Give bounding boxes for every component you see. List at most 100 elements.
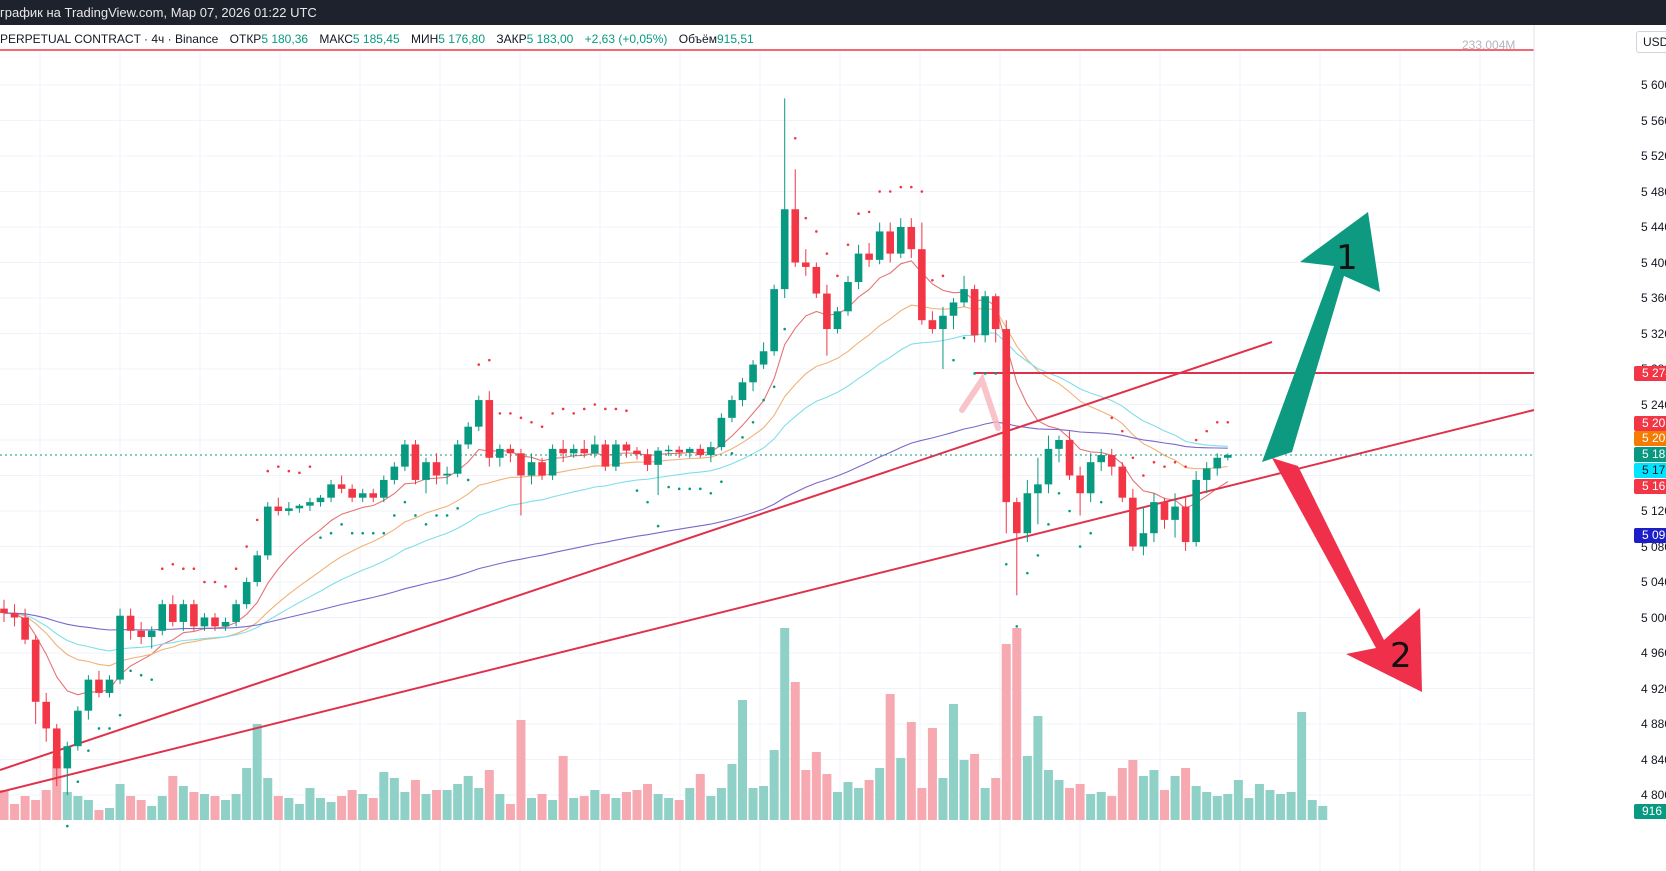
volume-bar — [1001, 644, 1011, 820]
candle-body — [1181, 506, 1190, 543]
candle-body — [0, 608, 8, 614]
sar-dot — [920, 190, 924, 193]
volume-bar — [1265, 790, 1275, 820]
volume-bar — [1054, 780, 1064, 820]
candle-body — [285, 508, 293, 511]
volume-total: 233.004M — [1462, 38, 1516, 52]
sar-dot — [435, 514, 438, 517]
candle-body — [496, 448, 504, 458]
candle-body — [200, 617, 209, 627]
sar-dot — [551, 412, 554, 415]
close-label: ЗАКР — [496, 32, 527, 46]
sar-dot — [741, 436, 744, 439]
sar-dot — [677, 487, 681, 491]
price-tick: 5 040 — [1641, 575, 1666, 589]
volume-bar — [252, 724, 262, 820]
volume-bar — [674, 800, 684, 820]
sar-dot — [931, 278, 934, 282]
sar-dot — [361, 531, 365, 535]
candle-body — [928, 320, 937, 330]
candle-body — [52, 728, 61, 769]
volume-bar — [484, 770, 494, 820]
sar-dot — [846, 243, 850, 247]
sar-dot — [108, 727, 111, 730]
candle-body — [991, 296, 1000, 330]
volume-bar — [1170, 776, 1180, 820]
sar-dot — [245, 545, 248, 548]
volume-bar — [906, 722, 916, 820]
candle-body — [42, 701, 50, 729]
candle-body — [358, 493, 367, 498]
candle-body — [169, 604, 177, 622]
volume-bar — [790, 682, 800, 820]
candle-body — [401, 444, 409, 467]
volume-bar — [1297, 712, 1307, 820]
sar-dot — [804, 216, 808, 220]
sar-dot — [393, 514, 396, 517]
volume-bar — [1128, 760, 1138, 820]
volume-bar — [780, 628, 790, 820]
price-tick: 4 880 — [1641, 717, 1666, 731]
volume-bar — [716, 788, 726, 820]
sar-dot — [192, 567, 196, 570]
scenario-2-arrow — [1272, 458, 1422, 692]
candle-body — [1086, 462, 1095, 494]
sar-dot — [171, 562, 175, 566]
volume-bar — [1075, 784, 1085, 820]
price-tick: 4 960 — [1641, 646, 1666, 660]
candle-body — [221, 621, 230, 627]
trendline-upper — [0, 341, 1273, 771]
volume-bar — [1181, 768, 1191, 820]
volume-bar — [600, 794, 610, 820]
volume-bar — [442, 790, 452, 820]
volume-bar — [854, 788, 864, 820]
sar-dot — [878, 190, 881, 193]
candle-body — [1118, 466, 1127, 498]
price-tag: 5 183 — [1634, 447, 1666, 462]
volume-bar — [495, 794, 505, 820]
volume-bar — [1244, 798, 1254, 820]
candle-body — [348, 488, 356, 498]
sar-dot — [983, 372, 987, 375]
candle-body — [1055, 440, 1063, 449]
candle-body — [548, 448, 557, 476]
candle-body — [664, 449, 673, 452]
candle-body — [1076, 475, 1084, 494]
price-tick: 5 440 — [1641, 220, 1666, 234]
sar-dot — [150, 678, 153, 681]
sar-dot — [1089, 531, 1092, 535]
candle-body — [949, 302, 958, 316]
volume-bar — [822, 774, 832, 820]
candle-body — [1107, 455, 1116, 467]
volume-bar — [94, 810, 104, 820]
sar-dot — [825, 252, 829, 255]
sar-dot — [1173, 460, 1177, 464]
sar-dot — [66, 824, 69, 828]
candle-body — [453, 444, 462, 474]
candle-body — [612, 444, 620, 467]
volume-bar — [31, 800, 41, 820]
candle-body — [337, 484, 346, 489]
sar-dot — [498, 412, 502, 415]
volume-bar — [685, 788, 695, 820]
candle-body — [84, 679, 93, 711]
sar-dot — [139, 673, 143, 677]
candle-body — [1224, 455, 1232, 458]
candle-body — [981, 296, 989, 336]
volume-bar — [421, 794, 431, 820]
volume-bar — [801, 770, 811, 820]
price-tick: 5 600 — [1641, 78, 1666, 92]
price-axis-unit[interactable]: USDT — [1636, 31, 1666, 53]
sar-dot — [87, 749, 90, 752]
volume-bar — [62, 792, 72, 820]
volume-bar — [83, 800, 93, 820]
volume-bar — [105, 808, 114, 820]
sar-dot — [572, 412, 575, 415]
ema-fast-line — [3, 260, 1229, 696]
volume-bar — [1138, 776, 1148, 820]
symbol-name[interactable]: PERPETUAL CONTRACT · 4ч · Binance — [0, 32, 219, 46]
candle-body — [1013, 502, 1021, 534]
sar-dot — [709, 491, 713, 495]
candle-body — [675, 449, 683, 453]
